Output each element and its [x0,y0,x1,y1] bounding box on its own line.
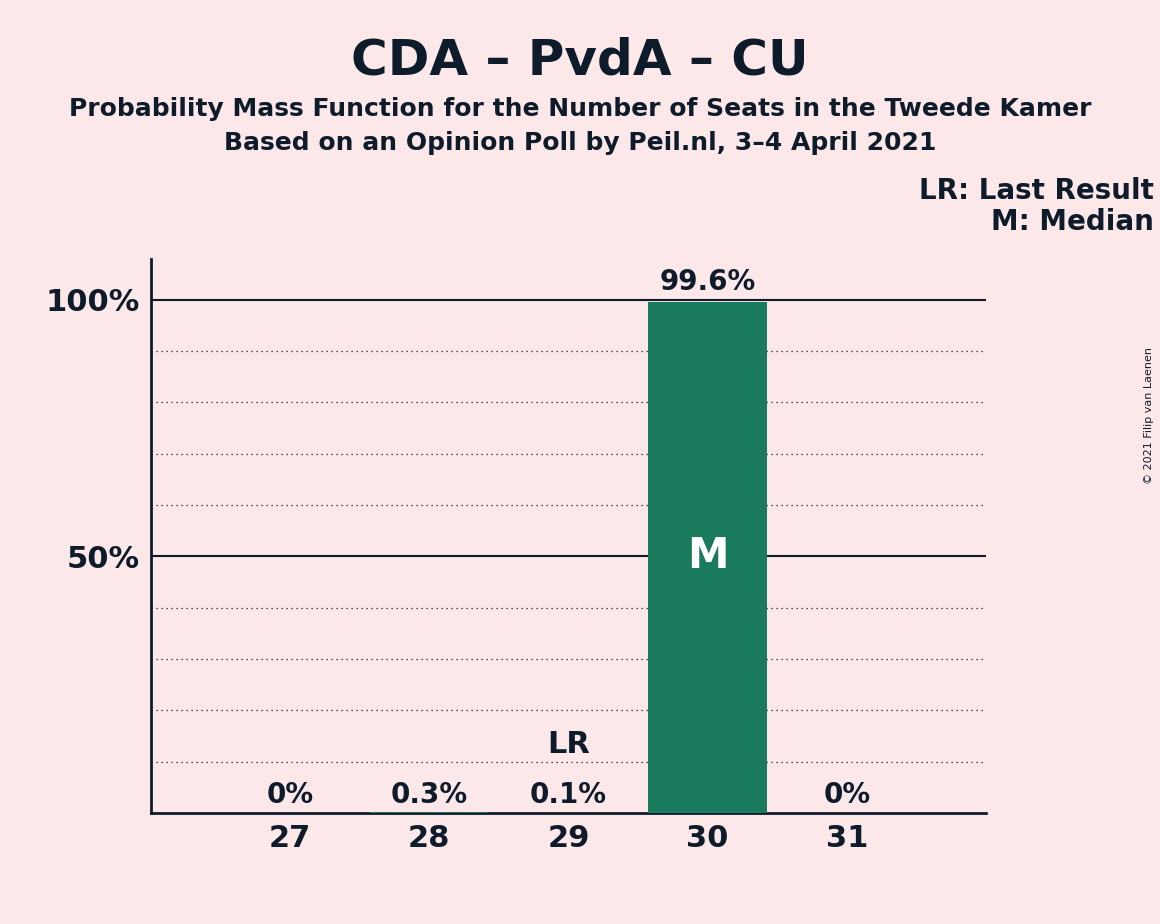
Text: M: M [687,535,728,578]
Text: 0%: 0% [267,781,313,809]
Text: CDA – PvdA – CU: CDA – PvdA – CU [351,37,809,85]
Text: Based on an Opinion Poll by Peil.nl, 3–4 April 2021: Based on an Opinion Poll by Peil.nl, 3–4… [224,131,936,155]
Text: LR: LR [548,730,589,760]
Text: M: Median: M: Median [992,208,1154,236]
Bar [648,302,767,813]
Text: 0%: 0% [824,781,870,809]
Bar [370,811,488,813]
Text: 0.1%: 0.1% [530,781,607,809]
Text: LR: Last Result: LR: Last Result [920,177,1154,205]
Text: 99.6%: 99.6% [660,268,755,296]
Text: © 2021 Filip van Laenen: © 2021 Filip van Laenen [1144,347,1154,484]
Text: Probability Mass Function for the Number of Seats in the Tweede Kamer: Probability Mass Function for the Number… [68,97,1092,121]
Text: 0.3%: 0.3% [391,781,467,809]
